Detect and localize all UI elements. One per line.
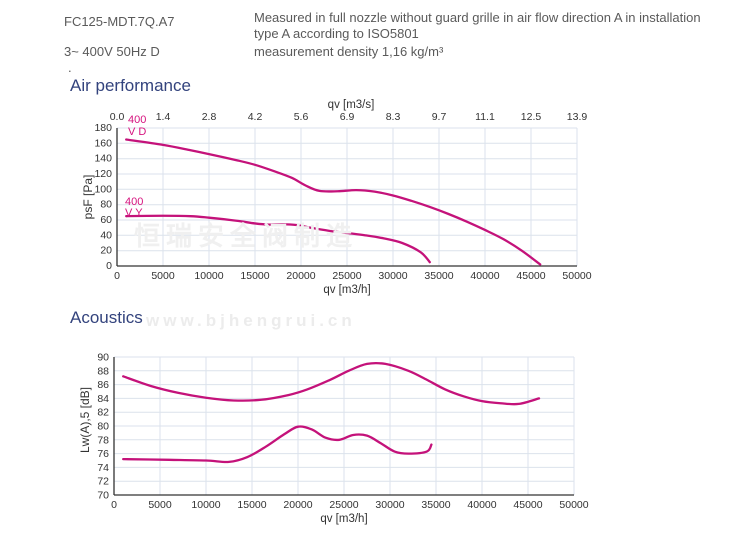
svg-text:60: 60 [100, 214, 112, 226]
svg-text:0: 0 [111, 499, 117, 511]
svg-text:15000: 15000 [237, 499, 266, 511]
svg-text:9.7: 9.7 [432, 111, 447, 123]
svg-text:V D: V D [128, 126, 146, 138]
svg-text:V Y: V Y [125, 207, 143, 219]
svg-text:10000: 10000 [191, 499, 220, 511]
svg-text:180: 180 [94, 122, 112, 134]
svg-text:80: 80 [100, 199, 112, 211]
svg-text:88: 88 [97, 365, 109, 377]
svg-text:45000: 45000 [513, 499, 542, 511]
svg-text:400: 400 [128, 114, 146, 126]
svg-text:5.6: 5.6 [294, 111, 309, 123]
svg-text:70: 70 [97, 490, 109, 502]
svg-text:qv [m3/s]: qv [m3/s] [328, 99, 375, 111]
svg-text:20000: 20000 [283, 499, 312, 511]
svg-text:0.0: 0.0 [110, 111, 125, 123]
svg-text:45000: 45000 [516, 270, 545, 282]
svg-text:2.8: 2.8 [202, 111, 217, 123]
svg-text:40: 40 [100, 229, 112, 241]
svg-text:13.9: 13.9 [567, 111, 588, 123]
svg-text:140: 140 [94, 153, 112, 165]
svg-text:40000: 40000 [467, 499, 496, 511]
svg-text:恒瑞安全阀制造: 恒瑞安全阀制造 [134, 221, 358, 251]
svg-text:0: 0 [114, 270, 120, 282]
svg-text:12.5: 12.5 [521, 111, 542, 123]
svg-text:11.1: 11.1 [475, 111, 495, 123]
svg-text:78: 78 [97, 434, 109, 446]
svg-text:1.4: 1.4 [156, 111, 171, 123]
svg-text:40000: 40000 [470, 270, 499, 282]
svg-text:120: 120 [94, 168, 112, 180]
svg-text:5000: 5000 [151, 270, 175, 282]
svg-text:Lw(A),5 [dB]: Lw(A),5 [dB] [78, 387, 92, 453]
svg-text:90: 90 [97, 352, 109, 364]
svg-text:72: 72 [97, 476, 109, 488]
svg-text:4.2: 4.2 [248, 111, 263, 123]
svg-text:20000: 20000 [286, 270, 315, 282]
svg-text:30000: 30000 [375, 499, 404, 511]
svg-text:30000: 30000 [378, 270, 407, 282]
svg-text:50000: 50000 [562, 270, 591, 282]
svg-text:160: 160 [94, 137, 112, 149]
svg-text:25000: 25000 [332, 270, 361, 282]
svg-text:74: 74 [97, 462, 109, 474]
svg-text:qv [m3/h]: qv [m3/h] [323, 284, 370, 296]
svg-text:84: 84 [97, 393, 109, 405]
svg-text:5000: 5000 [148, 499, 172, 511]
svg-text:100: 100 [94, 183, 112, 195]
svg-text:8.3: 8.3 [386, 111, 401, 123]
svg-text:86: 86 [97, 379, 109, 391]
svg-text:25000: 25000 [329, 499, 358, 511]
svg-text:50000: 50000 [559, 499, 588, 511]
svg-text:psF [Pa]: psF [Pa] [81, 175, 95, 220]
svg-text:80: 80 [97, 421, 109, 433]
svg-text:35000: 35000 [421, 499, 450, 511]
svg-text:6.9: 6.9 [340, 111, 355, 123]
svg-text:82: 82 [97, 407, 109, 419]
svg-text:20: 20 [100, 245, 112, 257]
svg-text:76: 76 [97, 448, 109, 460]
svg-text:15000: 15000 [240, 270, 269, 282]
svg-text:35000: 35000 [424, 270, 453, 282]
svg-text:qv [m3/h]: qv [m3/h] [320, 513, 367, 525]
svg-text:0: 0 [106, 260, 112, 272]
svg-text:10000: 10000 [194, 270, 223, 282]
